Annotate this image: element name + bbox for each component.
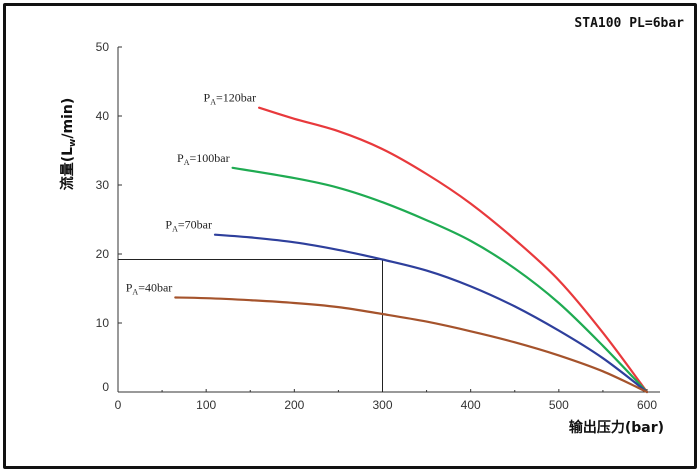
y-tick-label: 40 [96,109,110,123]
x-tick-label: 0 [115,398,122,412]
x-tick-label: 400 [461,398,481,412]
y-tick-label: 30 [96,178,110,192]
series-group [174,106,649,394]
x-tick-label: 200 [284,398,304,412]
y-axis-title: 流量(Lw/min) [59,98,78,191]
x-tick-label: 100 [196,398,216,412]
series-line-3 [174,296,649,394]
chart-frame [3,3,697,469]
series-label-3: PA=40bar [126,280,173,296]
series-line-0 [258,106,649,394]
y-axis-title-suffix: /min) [60,98,76,139]
series-label-1: PA=100bar [177,151,230,167]
reference-lines [118,259,383,392]
series-line-2 [213,233,649,394]
y-tick-label: 10 [96,316,110,330]
y-axis-title-main: 流量(L [59,147,76,190]
series-labels: PA=120bar PA=100bar PA=70bar PA=40bar [126,91,256,297]
x-tick-label: 300 [372,398,392,412]
series-label-0: PA=120bar [204,91,257,107]
y-tick-label: 50 [96,40,110,54]
series-line-1 [231,166,649,394]
series-label-2: PA=70bar [165,218,212,234]
x-tick-label: 500 [549,398,569,412]
chart-header: STA100 PL=6bar [574,16,684,31]
y-axis-title-sub: w [68,139,78,147]
y-tick-label: 0 [102,380,109,394]
y-tick-label: 20 [96,247,110,261]
x-tick-label: 600 [637,398,657,412]
x-axis-title: 输出压力(bar) [569,419,664,436]
